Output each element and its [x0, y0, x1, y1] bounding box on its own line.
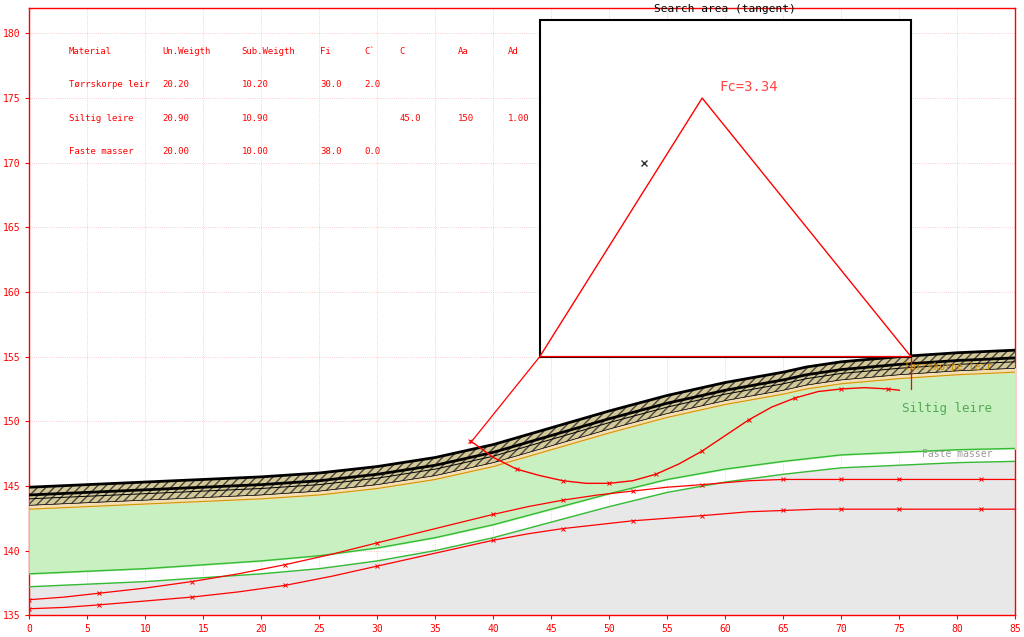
Text: 10.90: 10.90 — [242, 114, 268, 123]
Text: Fc=3.34: Fc=3.34 — [720, 80, 778, 94]
Text: 20.00: 20.00 — [163, 147, 189, 156]
Text: Tørrskorpe leir: Tørrskorpe leir — [904, 362, 992, 372]
Text: 30.0: 30.0 — [321, 80, 342, 89]
Text: 150: 150 — [459, 114, 474, 123]
Text: 45.0: 45.0 — [399, 114, 421, 123]
Text: Ad: Ad — [508, 47, 518, 56]
Text: Un.Weigth: Un.Weigth — [163, 47, 211, 56]
Text: 10.00: 10.00 — [242, 147, 268, 156]
Text: Siltig leire: Siltig leire — [69, 114, 133, 123]
Text: 0.0: 0.0 — [365, 147, 381, 156]
Text: C: C — [399, 47, 404, 56]
Text: C`: C` — [365, 47, 376, 56]
Text: 20.20: 20.20 — [163, 80, 189, 89]
Text: Aa: Aa — [459, 47, 469, 56]
Bar — [540, 20, 911, 357]
Text: Siltig leire: Siltig leire — [902, 402, 992, 415]
Text: Faste masser: Faste masser — [69, 147, 133, 156]
Text: Sub.Weigth: Sub.Weigth — [242, 47, 295, 56]
Text: 1.00: 1.00 — [508, 114, 529, 123]
Text: Fi: Fi — [321, 47, 331, 56]
Text: Search area (tangent): Search area (tangent) — [654, 4, 797, 14]
Text: 0.50: 0.50 — [547, 114, 568, 123]
Text: 10.20: 10.20 — [242, 80, 268, 89]
Text: Material: Material — [69, 47, 112, 56]
Text: 2.0: 2.0 — [365, 80, 381, 89]
Text: Faste masser: Faste masser — [922, 448, 992, 459]
Text: 38.0: 38.0 — [321, 147, 342, 156]
Text: Tørrskorpe leir: Tørrskorpe leir — [69, 80, 150, 89]
Text: Ap: Ap — [547, 47, 558, 56]
Text: 20.90: 20.90 — [163, 114, 189, 123]
